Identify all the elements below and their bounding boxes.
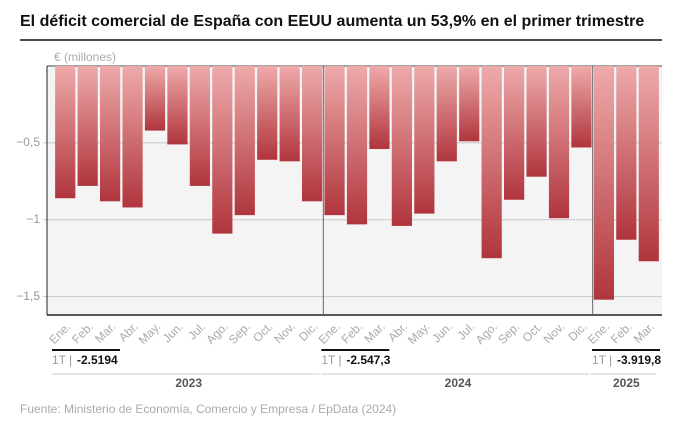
x-tick-label: Abr. — [116, 319, 141, 344]
summary-value: -2.5194 — [77, 353, 118, 367]
summary-label: 1T — [52, 353, 67, 367]
x-tick-label: Jun. — [160, 319, 186, 345]
bar — [459, 66, 480, 142]
x-tick-label: Feb. — [69, 319, 96, 346]
bar — [100, 66, 121, 202]
summary-divider: | — [609, 353, 612, 367]
bar — [616, 66, 637, 240]
x-tick-label: Sep. — [495, 319, 522, 346]
x-tick-label: Sep. — [226, 319, 253, 346]
year-label: 2024 — [445, 376, 472, 390]
x-tick-label: Oct. — [519, 319, 544, 344]
summary-value: -3.919,8 — [617, 353, 661, 367]
x-tick-label: Dic. — [565, 319, 590, 344]
bar — [324, 66, 345, 216]
bar — [257, 66, 278, 160]
bar — [436, 66, 457, 162]
x-tick-label: Nov. — [541, 319, 568, 346]
y-tick-label: −0,5 — [16, 135, 40, 149]
x-tick-label: Ene. — [316, 319, 343, 346]
x-tick-label: Mar. — [631, 319, 657, 345]
bar — [77, 66, 98, 186]
year-label: 2023 — [175, 376, 202, 390]
x-tick-label: May. — [405, 319, 433, 347]
bar — [504, 66, 525, 200]
chart-title: El déficit comercial de España con EEUU … — [20, 13, 644, 30]
y-tick-label: −1,5 — [16, 289, 40, 303]
x-tick-label: Oct. — [250, 319, 275, 344]
bar — [212, 66, 233, 234]
bar — [167, 66, 188, 145]
bar — [391, 66, 412, 226]
summary-label: 1T — [592, 353, 607, 367]
year-label: 2025 — [613, 376, 640, 390]
x-tick-label: Abr. — [385, 319, 410, 344]
bar — [638, 66, 659, 262]
source: Fuente: Ministerio de Economía, Comercio… — [20, 402, 396, 416]
y-tick-label: −1 — [26, 212, 40, 226]
bar — [548, 66, 570, 219]
x-tick-label: Feb. — [608, 319, 635, 346]
x-tick-label: May. — [136, 319, 164, 347]
bar — [122, 66, 143, 208]
bar — [593, 66, 614, 300]
bar — [55, 66, 76, 199]
bar — [144, 66, 166, 131]
bar — [302, 66, 323, 202]
bar — [279, 66, 300, 162]
bar — [369, 66, 390, 150]
bar — [189, 66, 210, 186]
bar — [481, 66, 502, 259]
summary-divider: | — [338, 353, 341, 367]
x-tick-label: Ene. — [46, 319, 73, 346]
x-tick-label: Feb. — [338, 319, 365, 346]
bar — [346, 66, 368, 225]
bar — [414, 66, 435, 214]
x-tick-label: Mar. — [361, 319, 387, 345]
y-axis-label: € (millones) — [54, 50, 116, 64]
summary-label: 1T — [321, 353, 336, 367]
bar — [571, 66, 592, 148]
summary-divider: | — [69, 353, 72, 367]
x-tick-label: Dic. — [296, 319, 321, 344]
x-tick-label: Mar. — [92, 319, 118, 345]
x-tick-label: Jun. — [429, 319, 455, 345]
x-tick-label: Nov. — [271, 319, 298, 346]
bar — [234, 66, 255, 216]
x-tick-label: Ago. — [473, 319, 500, 346]
x-tick-label: Ago. — [203, 319, 230, 346]
x-tick-label: Ene. — [585, 319, 612, 346]
summary-value: -2.547,3 — [346, 353, 390, 367]
bar — [526, 66, 547, 177]
